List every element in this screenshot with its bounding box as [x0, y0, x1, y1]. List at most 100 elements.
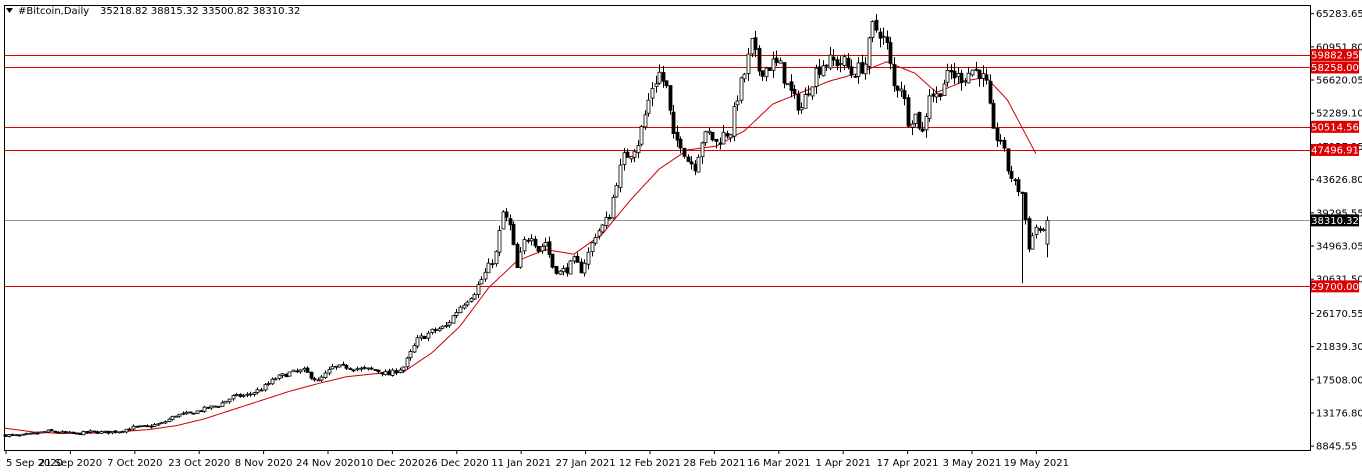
candle	[561, 265, 566, 276]
candle	[277, 374, 282, 381]
candle	[870, 20, 875, 43]
candle	[625, 148, 630, 158]
y-tick-label: 60951.80	[1316, 42, 1362, 53]
candle	[319, 374, 324, 382]
y-tick-label: 26170.55	[1316, 309, 1362, 320]
candle	[231, 394, 236, 401]
candle	[590, 241, 595, 257]
candle	[984, 68, 989, 85]
level-price-tag[interactable]: 50514.56	[1311, 120, 1359, 133]
candle	[924, 113, 929, 138]
candle	[849, 59, 854, 79]
x-tick-label: 24 Nov 2020	[296, 458, 360, 469]
candle	[17, 434, 22, 437]
candle	[974, 61, 979, 72]
candle	[7, 434, 12, 438]
candle	[522, 236, 527, 255]
x-tick-label: 11 Jan 2021	[491, 458, 551, 469]
candle	[199, 410, 204, 413]
candle	[188, 411, 193, 414]
current-price-tag[interactable]: 38310.32	[1311, 214, 1359, 227]
candle	[170, 415, 175, 421]
candle	[675, 125, 680, 147]
level-price-tag[interactable]: 59882.95	[1311, 49, 1359, 62]
candle	[821, 60, 826, 77]
candle	[437, 326, 442, 332]
candle	[863, 57, 868, 80]
candle	[223, 400, 228, 404]
candle	[71, 431, 76, 434]
candle	[607, 214, 612, 220]
candle	[263, 382, 268, 392]
candle	[945, 63, 950, 87]
candle	[636, 140, 641, 159]
candle	[127, 427, 132, 431]
candle	[152, 423, 157, 427]
candle	[462, 303, 467, 310]
candle	[817, 59, 822, 79]
candle	[309, 371, 314, 380]
candle	[774, 50, 779, 67]
candle	[575, 252, 580, 263]
candle	[248, 391, 253, 397]
candle	[554, 265, 559, 275]
candle	[1023, 192, 1028, 225]
candle	[49, 428, 54, 432]
candle	[10, 433, 15, 436]
candle	[337, 364, 342, 368]
x-tick-label: 16 Mar 2021	[747, 458, 810, 469]
candle	[209, 405, 214, 410]
candle	[614, 182, 619, 198]
candle	[92, 430, 97, 433]
x-tick-label: 26 Dec 2020	[425, 458, 489, 469]
candle	[483, 267, 488, 282]
candle	[661, 65, 666, 88]
candle	[63, 430, 68, 434]
candle	[451, 314, 456, 324]
candle	[24, 432, 29, 436]
candle	[465, 300, 470, 307]
candle	[874, 14, 879, 33]
candle	[42, 430, 47, 434]
candle	[792, 84, 797, 99]
candle	[39, 431, 44, 434]
candle	[785, 83, 790, 86]
candle	[963, 78, 968, 87]
candle	[383, 369, 388, 376]
level-price-tag[interactable]: 47496.91	[1311, 143, 1359, 157]
candle	[497, 225, 502, 257]
candle	[284, 373, 289, 378]
candle	[327, 366, 332, 376]
candle	[611, 194, 616, 220]
candle	[376, 369, 381, 374]
candle	[703, 130, 708, 146]
candle	[131, 424, 136, 431]
candle	[942, 79, 947, 96]
candle	[280, 372, 285, 379]
x-tick-label: 1 Apr 2021	[815, 458, 870, 469]
candle	[412, 343, 417, 354]
candle	[835, 56, 840, 71]
candle	[259, 388, 264, 392]
level-price-tag[interactable]: 58258.00	[1311, 61, 1359, 74]
level-price-tag[interactable]: 29700.00	[1311, 280, 1359, 293]
candle	[803, 87, 808, 109]
candle	[710, 131, 715, 142]
candle	[696, 154, 701, 173]
candle	[99, 430, 104, 434]
candle	[113, 430, 118, 434]
candle	[124, 428, 129, 434]
candle	[312, 376, 317, 382]
candle	[213, 405, 218, 408]
chart-header: #Bitcoin,Daily 35218.82 38815.32 33500.8…	[6, 6, 300, 17]
y-tick-label: 65283.65	[1316, 9, 1362, 20]
chart-menu-triangle-icon[interactable]	[6, 8, 13, 13]
candle	[906, 94, 911, 128]
candle	[671, 104, 676, 139]
candle	[46, 429, 51, 433]
candle	[991, 99, 996, 129]
plot-frame	[4, 5, 1311, 451]
candle	[273, 377, 278, 381]
